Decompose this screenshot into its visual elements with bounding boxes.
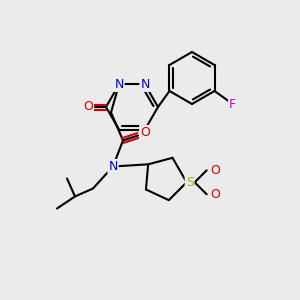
Text: O: O (83, 100, 93, 113)
Text: O: O (211, 188, 220, 201)
Text: N: N (140, 78, 150, 91)
Text: N: N (114, 78, 124, 91)
Text: O: O (211, 164, 220, 177)
Text: O: O (140, 126, 150, 139)
Text: N: N (108, 160, 118, 173)
Text: F: F (229, 98, 236, 112)
Text: S: S (186, 176, 194, 189)
